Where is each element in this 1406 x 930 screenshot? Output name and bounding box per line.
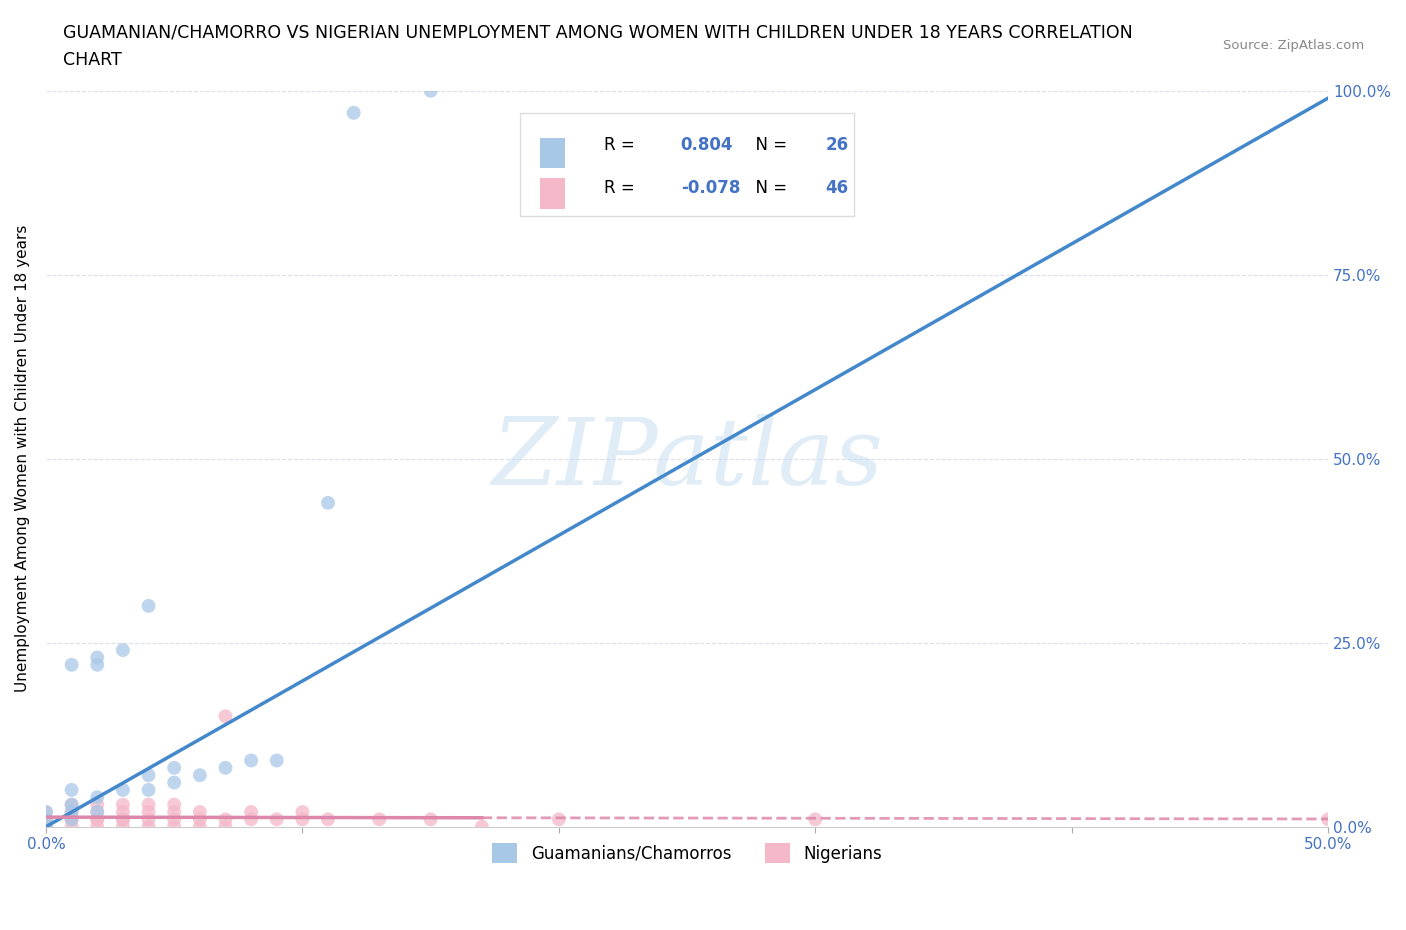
Point <box>60 797 83 812</box>
Point <box>86 790 108 804</box>
Point <box>60 658 83 672</box>
Point <box>111 812 134 827</box>
Point <box>138 797 160 812</box>
Point <box>138 782 160 797</box>
Point <box>111 643 134 658</box>
Point <box>35 819 58 834</box>
Text: N =: N = <box>745 136 792 154</box>
Text: GUAMANIAN/CHAMORRO VS NIGERIAN UNEMPLOYMENT AMONG WOMEN WITH CHILDREN UNDER 18 Y: GUAMANIAN/CHAMORRO VS NIGERIAN UNEMPLOYM… <box>63 23 1133 41</box>
Point <box>86 819 108 834</box>
Point <box>266 753 288 768</box>
Point <box>111 812 134 827</box>
Point <box>60 782 83 797</box>
Point <box>316 496 339 511</box>
Point <box>214 819 236 834</box>
Point <box>35 819 58 834</box>
Point <box>804 812 827 827</box>
Point <box>291 812 314 827</box>
Point <box>138 812 160 827</box>
Point <box>343 105 366 120</box>
Point <box>266 812 288 827</box>
Point <box>111 782 134 797</box>
Point <box>138 819 160 834</box>
Point <box>316 812 339 827</box>
Text: -0.078: -0.078 <box>681 179 740 197</box>
FancyBboxPatch shape <box>520 113 853 216</box>
Point <box>419 812 441 827</box>
Point <box>163 819 186 834</box>
Point <box>35 812 58 827</box>
Point <box>163 804 186 819</box>
Point <box>35 812 58 827</box>
Point <box>1317 812 1340 827</box>
Point <box>240 804 263 819</box>
Legend: Guamanians/Chamorros, Nigerians: Guamanians/Chamorros, Nigerians <box>485 836 889 870</box>
Text: ZIPatlas: ZIPatlas <box>491 414 883 504</box>
Point <box>60 797 83 812</box>
Text: 46: 46 <box>825 179 849 197</box>
FancyBboxPatch shape <box>540 179 565 208</box>
Point <box>419 84 441 99</box>
Point <box>111 804 134 819</box>
Point <box>86 812 108 827</box>
Point <box>163 812 186 827</box>
Point <box>35 819 58 834</box>
Point <box>163 797 186 812</box>
Point <box>35 804 58 819</box>
Point <box>547 812 569 827</box>
Text: 0.804: 0.804 <box>681 136 733 154</box>
Point <box>240 753 263 768</box>
Point <box>240 812 263 827</box>
Y-axis label: Unemployment Among Women with Children Under 18 years: Unemployment Among Women with Children U… <box>15 225 30 693</box>
Text: CHART: CHART <box>63 51 122 69</box>
Point <box>60 819 83 834</box>
Point <box>138 804 160 819</box>
Point <box>188 804 211 819</box>
Point <box>188 768 211 783</box>
Point <box>368 812 391 827</box>
Point <box>60 812 83 827</box>
Text: 26: 26 <box>825 136 849 154</box>
Point <box>111 797 134 812</box>
FancyBboxPatch shape <box>540 138 565 168</box>
Text: R =: R = <box>603 136 640 154</box>
Point <box>86 804 108 819</box>
Point <box>60 812 83 827</box>
Point <box>291 804 314 819</box>
Text: R =: R = <box>603 179 640 197</box>
Point <box>214 761 236 776</box>
Point <box>111 819 134 834</box>
Point <box>188 812 211 827</box>
Point <box>163 761 186 776</box>
Point <box>60 804 83 819</box>
Text: N =: N = <box>745 179 792 197</box>
Point <box>60 804 83 819</box>
Point <box>163 775 186 790</box>
Point <box>188 819 211 834</box>
Point <box>86 804 108 819</box>
Point <box>35 804 58 819</box>
Point <box>86 812 108 827</box>
Point <box>35 812 58 827</box>
Point <box>60 812 83 827</box>
Point <box>138 599 160 614</box>
Point <box>138 768 160 783</box>
Point <box>214 812 236 827</box>
Point <box>86 797 108 812</box>
Point <box>471 819 494 834</box>
Point <box>86 658 108 672</box>
Point <box>214 709 236 724</box>
Text: Source: ZipAtlas.com: Source: ZipAtlas.com <box>1223 39 1364 52</box>
Point <box>86 650 108 665</box>
